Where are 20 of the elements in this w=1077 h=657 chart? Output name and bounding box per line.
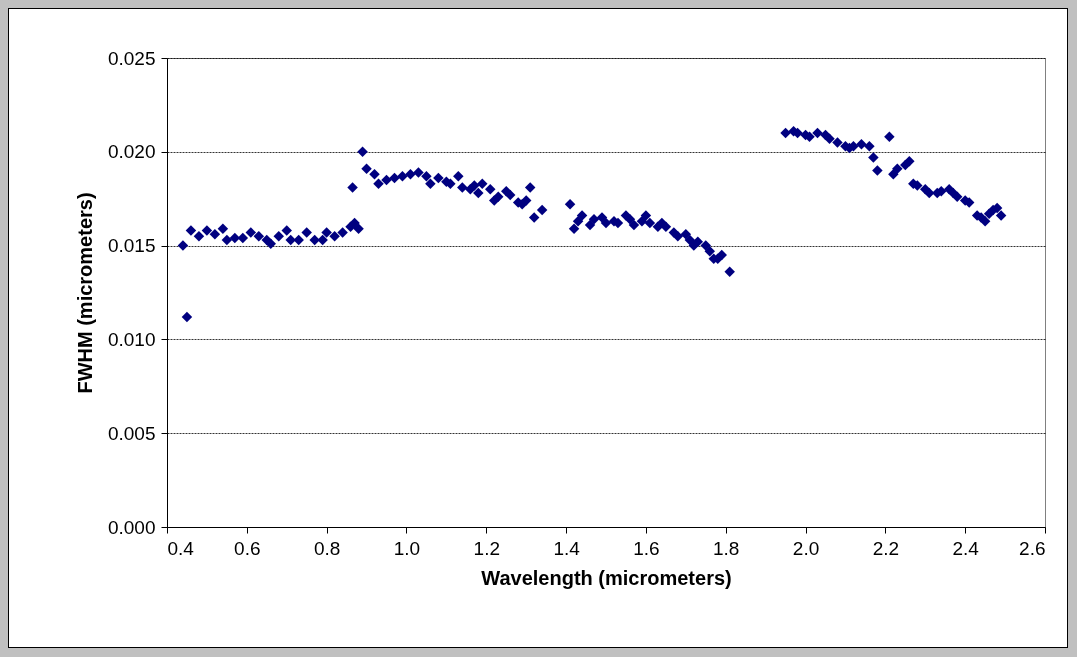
y-tick-label: 0.015 xyxy=(107,235,156,257)
y-tick-label: 0.010 xyxy=(107,328,156,350)
x-tick-label: 2.4 xyxy=(952,537,980,559)
x-tick-label: 1.0 xyxy=(393,537,421,559)
x-tick-label: 1.2 xyxy=(473,537,500,559)
x-axis-title: Wavelength (micrometers) xyxy=(481,566,732,589)
y-tick-label: 0.000 xyxy=(107,516,156,538)
y-tick-label: 0.020 xyxy=(107,141,156,163)
x-tick-label: 1.6 xyxy=(633,537,660,559)
x-tick-label: 0.4 xyxy=(167,537,195,559)
y-tick-label: 0.025 xyxy=(107,47,156,69)
x-tick-label: 2.0 xyxy=(792,537,820,559)
x-tick-label: 0.6 xyxy=(234,537,261,559)
y-axis-title: FWHM (micrometers) xyxy=(73,192,96,394)
x-tick-label: 1.8 xyxy=(713,537,740,559)
x-tick-label: 0.8 xyxy=(313,537,341,559)
x-tick-label: 1.4 xyxy=(553,537,581,559)
y-tick-label: 0.005 xyxy=(107,422,156,444)
x-tick-label: 2.2 xyxy=(872,537,900,559)
x-tick-label: 2.6 xyxy=(1019,537,1046,559)
